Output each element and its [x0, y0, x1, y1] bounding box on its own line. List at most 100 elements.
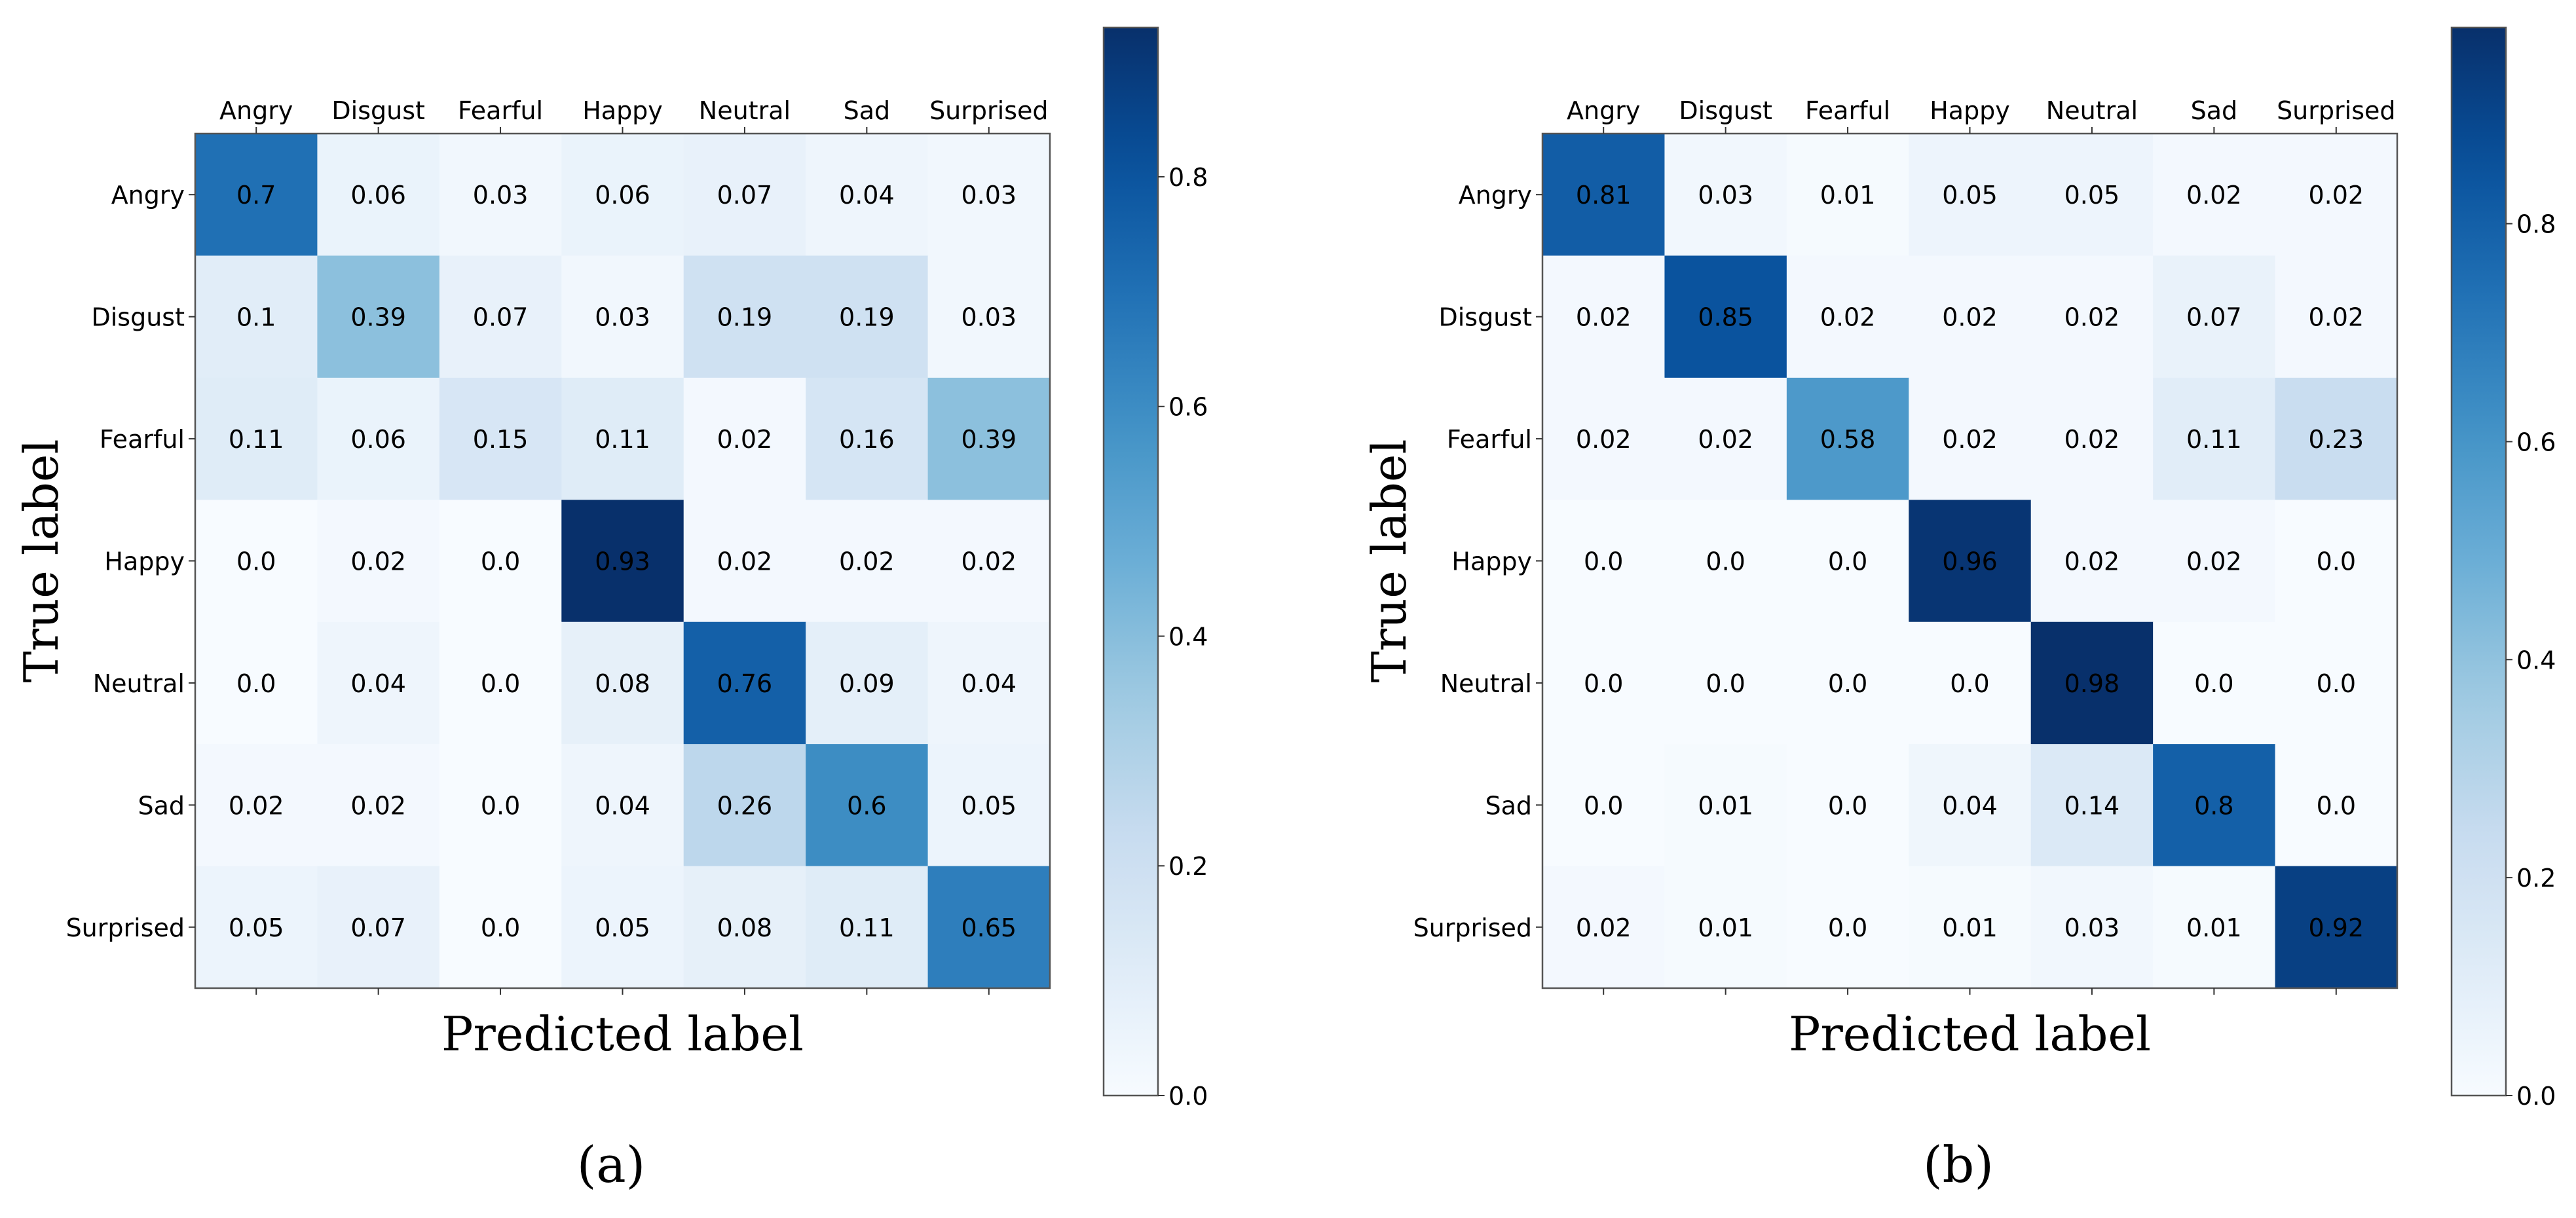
heatmap-cell — [2030, 377, 2154, 500]
heatmap-cell — [561, 255, 684, 378]
heatmap-cell — [1542, 255, 1666, 378]
cell-value-label: 0.04 — [839, 181, 895, 210]
y-tick-label: Fearful — [100, 425, 185, 454]
cell-value-label: 0.03 — [595, 303, 650, 332]
y-tick-label: Disgust — [1438, 303, 1532, 332]
heatmap-cell — [561, 866, 684, 989]
heatmap-cell — [683, 500, 806, 623]
cell-value-label: 0.06 — [350, 425, 406, 454]
heatmap-cell — [1909, 866, 2032, 989]
heatmap-cell — [2153, 134, 2276, 257]
cell-value-label: 0.02 — [2064, 547, 2120, 576]
heatmap-cell — [439, 500, 562, 623]
heatmap-cell — [927, 500, 1051, 623]
heatmap-cell — [1909, 744, 2032, 867]
heatmap-cell — [561, 500, 684, 623]
cell-value-label: 0.07 — [473, 303, 529, 332]
cell-value-label: 0.76 — [717, 669, 773, 698]
x-tick-label: Fearful — [1805, 96, 1890, 125]
cell-value-label: 0.11 — [2186, 425, 2242, 454]
heatmap-cell — [1664, 377, 1787, 500]
heatmap-cell — [2030, 621, 2154, 745]
heatmap-cell — [1786, 500, 1909, 623]
heatmap-cell — [317, 866, 440, 989]
heatmap-cell — [1909, 500, 2032, 623]
heatmap-cell — [1664, 621, 1787, 745]
heatmap-cell — [1542, 500, 1666, 623]
cell-value-label: 0.11 — [595, 425, 650, 454]
x-axis-title: Predicted label — [1789, 1006, 2151, 1061]
cell-value-label: 0.05 — [1942, 181, 1998, 210]
y-tick-label: Sad — [1485, 791, 1532, 820]
cell-value-label: 0.02 — [717, 425, 773, 454]
y-tick-label: Neutral — [1440, 669, 1532, 698]
heatmap-cell — [195, 866, 318, 989]
colorbar — [2450, 26, 2507, 1097]
x-tick-label: Happy — [1930, 96, 2010, 125]
cell-value-label: 0.03 — [961, 181, 1017, 210]
cell-value-label: 0.0 — [236, 669, 276, 698]
heatmap-cell — [2153, 866, 2276, 989]
colorbar-tick-label: 0.2 — [2516, 864, 2556, 893]
cell-value-label: 0.05 — [2064, 181, 2120, 210]
heatmap-cell — [439, 866, 562, 989]
cell-value-label: 0.02 — [1820, 303, 1876, 332]
x-tick-label: Sad — [2191, 96, 2238, 125]
cell-value-label: 0.02 — [1942, 303, 1998, 332]
cell-value-label: 0.39 — [350, 303, 406, 332]
heatmap-cell — [1909, 134, 2032, 257]
heatmap-cell — [1786, 621, 1909, 745]
cell-value-label: 0.14 — [2064, 791, 2120, 820]
cell-value-label: 0.04 — [961, 669, 1017, 698]
heatmap-cell — [1786, 744, 1909, 867]
cell-value-label: 0.02 — [1698, 425, 1753, 454]
cell-value-label: 0.0 — [2194, 669, 2233, 698]
cell-value-label: 0.8 — [2194, 791, 2233, 820]
cell-value-label: 0.01 — [1820, 181, 1876, 210]
cell-value-label: 0.39 — [961, 425, 1017, 454]
cell-value-label: 0.0 — [481, 547, 520, 576]
heatmap-cell — [2153, 377, 2276, 500]
heatmap-cell — [439, 744, 562, 867]
heatmap-cell — [2153, 255, 2276, 378]
heatmap-cell — [1909, 255, 2032, 378]
y-tick-label: Surprised — [1413, 913, 1532, 942]
cell-value-label: 0.09 — [839, 669, 895, 698]
colorbar-tick-label: 0.4 — [1168, 622, 1208, 651]
cell-value-label: 0.02 — [1576, 303, 1632, 332]
cell-value-label: 0.02 — [2186, 547, 2242, 576]
cell-value-label: 0.05 — [961, 791, 1017, 820]
cell-value-label: 0.0 — [2317, 669, 2356, 698]
heatmap-cell — [195, 255, 318, 378]
heatmap-cell — [1542, 866, 1666, 989]
heatmap-cell — [2275, 866, 2398, 989]
cell-value-label: 0.26 — [717, 791, 773, 820]
cell-value-label: 0.08 — [717, 913, 773, 942]
y-axis-title: True label — [14, 439, 69, 683]
x-tick-label: Neutral — [2046, 96, 2138, 125]
heatmap-cell — [195, 377, 318, 500]
panel-label: (b) — [1923, 1135, 1994, 1194]
cell-value-label: 0.02 — [350, 791, 406, 820]
colorbar-tick-label: 0.8 — [1168, 163, 1208, 192]
cell-value-label: 0.05 — [595, 913, 650, 942]
y-tick-label: Angry — [1459, 181, 1532, 210]
cell-value-label: 0.96 — [1942, 547, 1998, 576]
heatmap-cell — [683, 255, 806, 378]
cell-value-label: 0.0 — [236, 547, 276, 576]
cell-value-label: 0.0 — [1706, 547, 1745, 576]
cell-value-label: 0.07 — [2186, 303, 2242, 332]
heatmap-cell — [2275, 621, 2398, 745]
heatmap-cell — [2153, 500, 2276, 623]
heatmap-cell — [317, 621, 440, 745]
heatmap-cell — [439, 255, 562, 378]
heatmap-cell — [927, 134, 1051, 257]
heatmap-cell — [927, 255, 1051, 378]
heatmap-cell — [1664, 255, 1787, 378]
cell-value-label: 0.07 — [717, 181, 773, 210]
heatmap-cell — [2275, 134, 2398, 257]
y-tick-label: Disgust — [91, 303, 185, 332]
y-tick-label: Surprised — [66, 913, 185, 942]
heatmap-cell — [195, 744, 318, 867]
cell-value-label: 0.02 — [2186, 181, 2242, 210]
